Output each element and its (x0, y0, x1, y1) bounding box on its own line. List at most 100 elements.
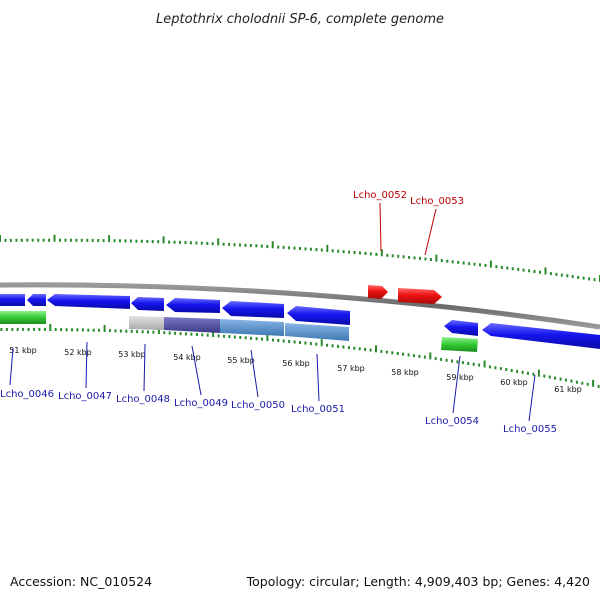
inner-tick-minor (277, 339, 280, 342)
inner-tick-minor (239, 335, 242, 339)
label-lcho-0048[interactable]: Lcho_0048 (116, 394, 170, 405)
gene-lcho-0055[interactable] (482, 323, 600, 349)
label-lcho-0055[interactable]: Lcho_0055 (503, 424, 557, 435)
inner-tick-minor (201, 333, 204, 337)
outer-tick-minor (457, 260, 460, 264)
leader-lcho-0051 (316, 353, 320, 402)
inner-tick-minor (109, 329, 111, 333)
inner-tick-minor (440, 357, 443, 361)
gene-lcho-0049[interactable] (131, 297, 164, 311)
inner-tick-minor (472, 362, 475, 366)
gene-lcho-0051[interactable] (222, 301, 284, 318)
inner-tick-minor (445, 358, 448, 362)
gene-lcho-0048[interactable] (47, 294, 130, 309)
label-lcho-0047[interactable]: Lcho_0047 (58, 391, 112, 402)
block-segment-grey[interactable] (129, 316, 164, 330)
inner-tick-minor (402, 352, 405, 356)
label-lcho-0050[interactable]: Lcho_0050 (231, 400, 285, 411)
inner-tick-minor (152, 330, 155, 334)
inner-tick-major (592, 379, 595, 387)
inner-tick-minor (521, 370, 524, 374)
outer-tick-minor (397, 254, 400, 258)
outer-tick-minor (560, 273, 563, 277)
inner-tick-minor (228, 335, 231, 339)
outer-tick-minor (473, 262, 476, 266)
outer-tick-minor (184, 241, 187, 245)
inner-tick-minor (244, 336, 247, 340)
outer-tick-minor (309, 247, 312, 251)
inner-tick-minor (43, 327, 46, 331)
inner-tick-minor (5, 327, 8, 331)
block-segment-steel-1[interactable] (220, 319, 284, 336)
inner-tick-minor (217, 334, 220, 338)
outer-tick-minor (359, 251, 361, 255)
outer-tick-minor (533, 270, 536, 273)
inner-tick-minor (54, 328, 57, 331)
reverse-strand-genes (0, 294, 600, 349)
outer-tick-minor (511, 267, 514, 271)
label-lcho-0054[interactable]: Lcho_0054 (425, 416, 479, 427)
gene-lcho-0054[interactable] (444, 320, 478, 336)
outer-tick-minor (528, 269, 531, 273)
outer-tick-minor (315, 248, 318, 252)
outer-tick-minor (293, 246, 296, 250)
inner-tick-minor (206, 333, 209, 337)
inner-tick-minor (33, 327, 35, 331)
inner-tick-minor (369, 348, 372, 352)
inner-tick-minor (413, 354, 415, 358)
rna-gene-left[interactable] (0, 311, 46, 324)
inner-tick-major (429, 352, 432, 360)
gene-lcho-0050[interactable] (166, 298, 220, 313)
inner-tick-minor (195, 333, 198, 336)
inner-tick-minor (261, 337, 263, 341)
label-lcho-0053[interactable]: Lcho_0053 (410, 196, 464, 207)
inner-tick-major (157, 327, 160, 334)
label-lcho-0052[interactable]: Lcho_0052 (353, 190, 407, 201)
outer-tick-minor (151, 240, 154, 244)
block-segment-steel-2[interactable] (285, 323, 349, 341)
leader-lcho-0050 (250, 349, 259, 398)
scale-label-53: 53 kbp (118, 350, 146, 359)
gene-lcho-0046[interactable] (0, 294, 25, 306)
inner-tick-minor (233, 335, 236, 339)
outer-tick-minor (179, 240, 181, 244)
inner-tick-minor (451, 359, 453, 363)
inner-tick-major (103, 325, 106, 332)
rna-gene-right[interactable] (441, 337, 478, 352)
inner-tick-minor (130, 329, 133, 333)
outer-tick-major (53, 234, 56, 242)
inner-tick-minor (0, 328, 3, 331)
gene-lcho-0052[interactable] (368, 285, 388, 299)
outer-tick-minor (288, 246, 291, 250)
outer-tick-minor (440, 259, 443, 263)
inner-tick-minor (478, 363, 481, 367)
scale-label-56: 56 kbp (282, 359, 310, 368)
inner-tick-minor (543, 374, 546, 378)
inner-tick-minor (293, 340, 296, 344)
block-segment-purple[interactable] (164, 317, 220, 333)
map-title: Leptothrix cholodnii SP-6, complete geno… (156, 12, 444, 27)
outer-tick-minor (429, 258, 432, 261)
outer-tick-minor (588, 277, 591, 281)
genome-summary-text: Topology: circular; Length: 4,909,403 bp… (246, 574, 590, 589)
scale-label-58: 58 kbp (391, 368, 419, 377)
outer-tick-major (326, 244, 329, 252)
outer-tick-minor (364, 251, 367, 255)
gene-lcho-0052-rev[interactable] (287, 306, 350, 325)
inner-tick-minor (581, 381, 584, 385)
label-lcho-0049[interactable]: Lcho_0049 (174, 398, 228, 409)
label-lcho-0051[interactable]: Lcho_0051 (291, 404, 345, 415)
label-lcho-0046[interactable]: Lcho_0046 (0, 389, 54, 400)
outer-tick-minor (244, 243, 247, 247)
inner-tick-minor (98, 328, 101, 332)
outer-tick-minor (189, 241, 192, 245)
gene-lcho-0047[interactable] (27, 294, 46, 306)
inner-tick-major (266, 334, 269, 342)
outer-tick-minor (484, 263, 487, 267)
outer-tick-major (217, 238, 220, 246)
gene-lcho-0053[interactable] (398, 288, 442, 304)
inner-tick-minor (147, 330, 149, 334)
outer-tick-minor (255, 244, 258, 248)
leader-lcho-0049 (191, 345, 202, 396)
